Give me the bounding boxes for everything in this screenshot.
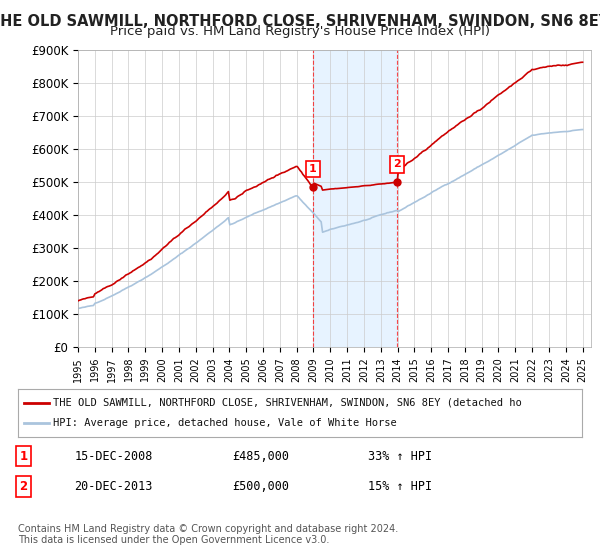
Text: 15% ↑ HPI: 15% ↑ HPI xyxy=(368,480,432,493)
Text: 1: 1 xyxy=(20,450,28,463)
Text: HPI: Average price, detached house, Vale of White Horse: HPI: Average price, detached house, Vale… xyxy=(53,418,397,428)
Text: 15-DEC-2008: 15-DEC-2008 xyxy=(74,450,153,463)
Text: 20-DEC-2013: 20-DEC-2013 xyxy=(74,480,153,493)
Text: 2: 2 xyxy=(20,480,28,493)
Text: 33% ↑ HPI: 33% ↑ HPI xyxy=(368,450,432,463)
Bar xyxy=(313,50,397,347)
Text: THE OLD SAWMILL, NORTHFORD CLOSE, SHRIVENHAM, SWINDON, SN6 8EY: THE OLD SAWMILL, NORTHFORD CLOSE, SHRIVE… xyxy=(0,14,600,29)
Text: THE OLD SAWMILL, NORTHFORD CLOSE, SHRIVENHAM, SWINDON, SN6 8EY (detached ho: THE OLD SAWMILL, NORTHFORD CLOSE, SHRIVE… xyxy=(53,398,522,408)
Text: £485,000: £485,000 xyxy=(232,450,289,463)
Text: 1: 1 xyxy=(309,164,317,174)
Text: Price paid vs. HM Land Registry's House Price Index (HPI): Price paid vs. HM Land Registry's House … xyxy=(110,25,490,38)
Text: Contains HM Land Registry data © Crown copyright and database right 2024.
This d: Contains HM Land Registry data © Crown c… xyxy=(18,524,398,545)
Text: £500,000: £500,000 xyxy=(232,480,289,493)
Text: 2: 2 xyxy=(393,159,401,169)
